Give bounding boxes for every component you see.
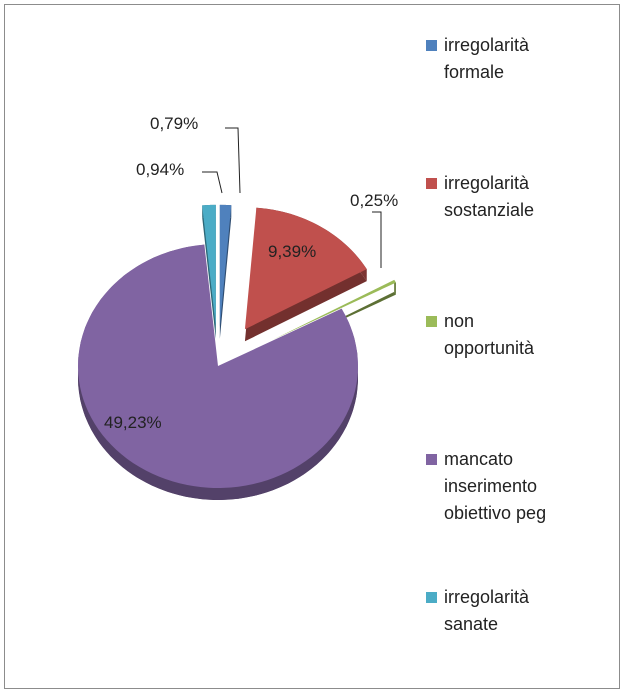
legend-item: mancato inserimento obiettivo peg bbox=[426, 446, 596, 527]
chart-frame bbox=[4, 4, 620, 689]
legend-item: non opportunità bbox=[426, 308, 596, 362]
legend-label: irregolarità sanate bbox=[444, 587, 530, 634]
leader-line bbox=[372, 211, 382, 268]
slice bbox=[244, 207, 367, 330]
data-label: 0,79% bbox=[150, 114, 198, 133]
data-label: 9,39% bbox=[268, 242, 316, 261]
legend-label: irregolarità sostanziale bbox=[444, 173, 535, 220]
slice bbox=[219, 204, 232, 327]
slice bbox=[77, 244, 358, 488]
legend-swatch bbox=[426, 454, 437, 465]
legend-swatch bbox=[426, 592, 437, 603]
legend-item: irregolarità sostanziale bbox=[426, 170, 596, 224]
slices bbox=[77, 204, 396, 500]
legend-label: mancato inserimento obiettivo peg bbox=[444, 449, 547, 523]
legend-swatch bbox=[426, 316, 437, 327]
legend-swatch bbox=[426, 178, 437, 189]
slice bbox=[272, 279, 396, 340]
data-label: 0,25% bbox=[350, 191, 398, 210]
leader-line bbox=[202, 171, 223, 194]
slice bbox=[202, 204, 216, 327]
legend-item: irregolarità formale bbox=[426, 32, 596, 86]
legend-label: irregolarità formale bbox=[444, 35, 530, 82]
legend-label: non opportunità bbox=[444, 311, 535, 358]
leader-line bbox=[225, 127, 241, 194]
data-label: 49,23% bbox=[104, 413, 162, 432]
slice-side bbox=[394, 279, 396, 295]
legend-item: irregolarità sanate bbox=[426, 584, 596, 638]
data-label: 0,94% bbox=[136, 160, 184, 179]
legend-swatch bbox=[426, 40, 437, 51]
